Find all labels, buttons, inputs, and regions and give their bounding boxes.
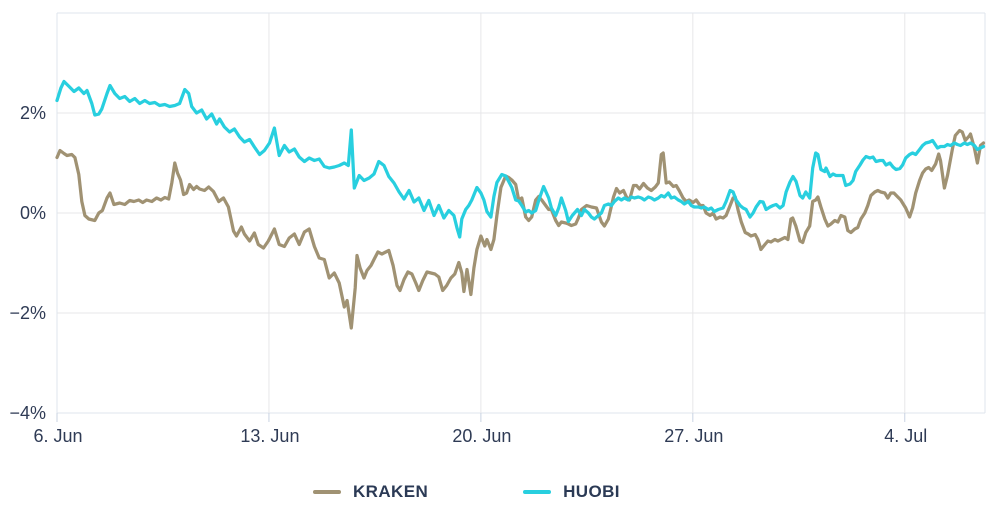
legend-item-kraken[interactable]: KRAKEN — [313, 482, 428, 502]
y-axis-label: −2% — [9, 303, 46, 323]
kraken-legend-label: KRAKEN — [353, 482, 429, 501]
legend: KRAKEN HUOBI — [313, 482, 620, 502]
kraken-series-swatch — [313, 490, 341, 494]
y-axis-label: 2% — [20, 103, 46, 123]
x-axis-label: 27. Jun — [664, 426, 723, 446]
series-line-kraken — [55, 128, 986, 330]
series-line-huobi — [55, 79, 986, 239]
x-axis-label: 4. Jul — [884, 426, 927, 446]
x-axis-label: 20. Jun — [452, 426, 511, 446]
huobi-series-swatch — [523, 490, 552, 494]
legend-item-huobi[interactable]: HUOBI — [523, 482, 620, 502]
plot-area: 2% 0% −2% −4% 6. Jun 13. Jun 20. Jun 27. Jun 4. … — [9, 12, 986, 446]
y-axis-label: 0% — [20, 203, 46, 223]
huobi-legend-label: HUOBI — [563, 482, 620, 501]
y-axis-label: −4% — [9, 403, 46, 423]
x-axis-label: 13. Jun — [240, 426, 299, 446]
x-axis-label: 6. Jun — [33, 426, 82, 446]
